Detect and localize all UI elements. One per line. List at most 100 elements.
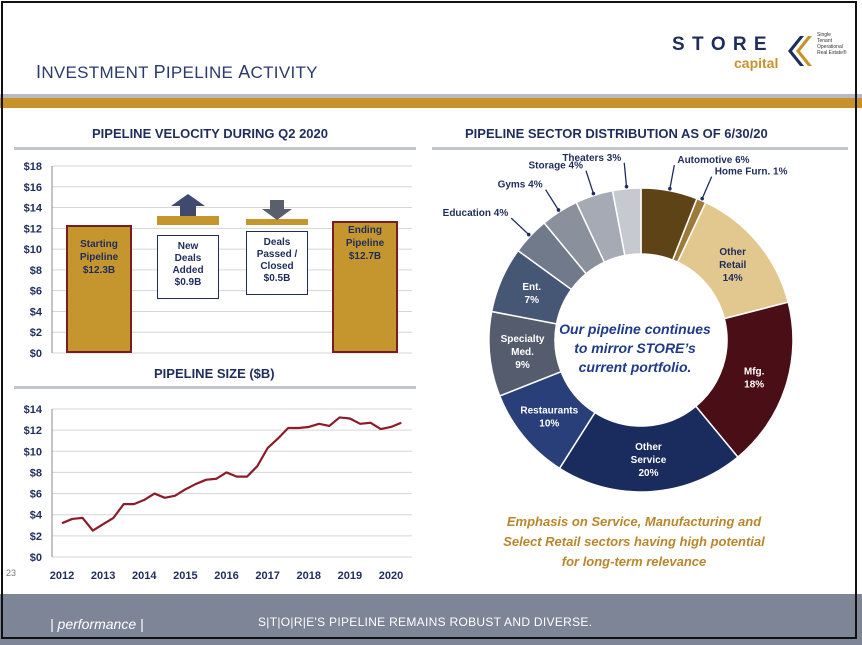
- donut-slice: [611, 187, 642, 257]
- size-x-tick: 2019: [338, 570, 362, 582]
- bar-value-label: $0.5B: [263, 273, 291, 285]
- logo-wordmark: S T O R E: [672, 34, 768, 55]
- sector-donut-chart: Other Retail 14% Mfg. 18% Other Service 20% Rest…: [443, 153, 794, 493]
- size-x-tick: 2018: [297, 570, 321, 582]
- velocity-y-tick: $2: [30, 327, 42, 339]
- sector-chart-title: PIPELINE SECTOR DISTRIBUTION AS OF 6/30/…: [465, 126, 768, 141]
- leader-dot: [591, 191, 596, 196]
- size-title-rule: [14, 386, 416, 389]
- slide-title: INVESTMENT PIPELINE ACTIVITY: [36, 62, 318, 82]
- bar-label-line: New: [177, 241, 199, 253]
- slice-label: Service: [631, 455, 667, 466]
- slice-label: Ent.: [522, 282, 541, 293]
- emphasis-line: for long-term relevance: [561, 554, 707, 569]
- logo-subtitle: capital: [734, 55, 779, 71]
- size-x-tick: 2016: [214, 570, 238, 582]
- pipeline-size-chart: $0 $2 $4 $6 $8 $10 $12 $14 2012 2013 2014 2015 2016 2…: [24, 404, 412, 582]
- pipeline-callout: Our pipeline continues to mirror STORE’s…: [535, 320, 735, 377]
- velocity-y-tick: $4: [30, 306, 43, 318]
- callout-leader: [669, 165, 675, 189]
- bar-deals-passed-sliver: [246, 218, 308, 225]
- bar-label-line: Pipeline: [345, 238, 385, 250]
- size-x-tick: 2012: [50, 570, 74, 582]
- store-capital-logo: S T O R E capital Single Tenant Operatio…: [672, 30, 847, 74]
- bar-value-label: $12.3B: [82, 265, 116, 277]
- emphasis-text: Emphasis on Service, Manufacturing and S…: [478, 512, 790, 572]
- bar-value-label: $12.7B: [348, 251, 382, 263]
- slice-callout-label: Theaters 3%: [562, 153, 621, 164]
- slice-label: Other: [635, 442, 662, 453]
- page-number: 23: [6, 568, 17, 578]
- velocity-y-tick: $0: [30, 348, 42, 360]
- slice-label: Retail: [719, 260, 746, 271]
- slice-callout-label: Storage 4%: [529, 161, 584, 172]
- velocity-y-tick: $14: [24, 203, 43, 215]
- leader-dot: [526, 232, 531, 237]
- leader-dot: [668, 186, 672, 191]
- bar-label-line: Added: [172, 265, 204, 277]
- velocity-y-tick: $16: [24, 182, 42, 194]
- emphasis-line: Select Retail sectors having high potent…: [503, 534, 765, 549]
- bar-label-line: Passed /: [256, 249, 298, 261]
- footer-bar: | performance | S|T|O|R|E'S PIPELINE REM…: [0, 594, 862, 645]
- slice-callout-label: Education 4%: [443, 208, 509, 219]
- callout-leader: [545, 189, 560, 211]
- velocity-y-tick: $12: [24, 223, 42, 235]
- size-x-tick: 2015: [173, 570, 197, 582]
- size-x-tick: 2020: [379, 570, 403, 582]
- bar-ending-pipeline: Ending Pipeline $12.7B: [332, 221, 398, 353]
- slice-label: 9%: [515, 360, 530, 371]
- callout-leader: [510, 217, 530, 236]
- slice-label: Mfg.: [744, 366, 765, 377]
- header-band: [0, 94, 862, 98]
- bar-label-line: Closed: [260, 261, 294, 273]
- header-accent-band: [0, 98, 862, 108]
- callout-line: Our pipeline continues: [559, 321, 711, 337]
- slice-label: 18%: [744, 379, 764, 390]
- leader-dot: [556, 208, 561, 212]
- slice-label: 14%: [723, 273, 743, 284]
- slice-label: 10%: [539, 418, 559, 429]
- bar-label-line: Ending: [348, 225, 382, 237]
- arrow-up-icon: [171, 193, 205, 216]
- slice-label: Specialty: [501, 334, 545, 345]
- leader-dot: [624, 184, 629, 189]
- callout-leader: [623, 162, 628, 187]
- bar-value-label: $0.9B: [174, 277, 202, 289]
- callout-line: current portfolio.: [578, 359, 692, 375]
- velocity-y-tick: $10: [24, 244, 42, 256]
- slice-label: Restaurants: [520, 405, 578, 416]
- bar-label-line: Deals: [263, 237, 291, 249]
- arrow-down-icon: [262, 199, 292, 220]
- size-y-tick: $6: [30, 489, 42, 501]
- velocity-title-rule: [14, 147, 416, 150]
- velocity-y-tick: $8: [30, 265, 42, 277]
- new-deals-label-box: New Deals Added $0.9B: [157, 235, 219, 300]
- sector-title-rule: [432, 147, 848, 150]
- donut-slice: [558, 405, 739, 493]
- leader-dot: [700, 196, 704, 201]
- logo-tagline: Single Tenant Operational Real Estate®: [817, 32, 847, 56]
- pipeline-size-line: [61, 416, 402, 532]
- bar-label-line: Pipeline: [79, 252, 119, 264]
- size-y-tick: $8: [30, 467, 42, 479]
- deals-passed-label-box: Deals Passed / Closed $0.5B: [246, 231, 308, 296]
- bar-starting-pipeline: Starting Pipeline $12.3B: [66, 225, 132, 353]
- size-y-tick: $0: [30, 552, 42, 564]
- velocity-y-tick: $6: [30, 286, 42, 298]
- emphasis-line: Emphasis on Service, Manufacturing and: [506, 514, 762, 529]
- slice-callout-label: Gyms 4%: [498, 180, 543, 191]
- slice-callout-label: Home Furn. 1%: [715, 167, 788, 178]
- slice-callout-label: Automotive 6%: [677, 155, 749, 166]
- logo-chevron-icon: [788, 36, 812, 66]
- callout-line: to mirror STORE’s: [574, 340, 696, 356]
- bar-new-deals-sliver: [157, 215, 219, 226]
- callout-leader: [701, 176, 713, 199]
- slice-label: 20%: [638, 468, 658, 479]
- size-y-tick: $10: [24, 446, 42, 458]
- slice-label: Med.: [511, 347, 534, 358]
- size-x-tick: 2014: [132, 570, 157, 582]
- footer-section-label: | performance |: [50, 616, 144, 632]
- size-chart-title: PIPELINE SIZE ($B): [150, 366, 279, 381]
